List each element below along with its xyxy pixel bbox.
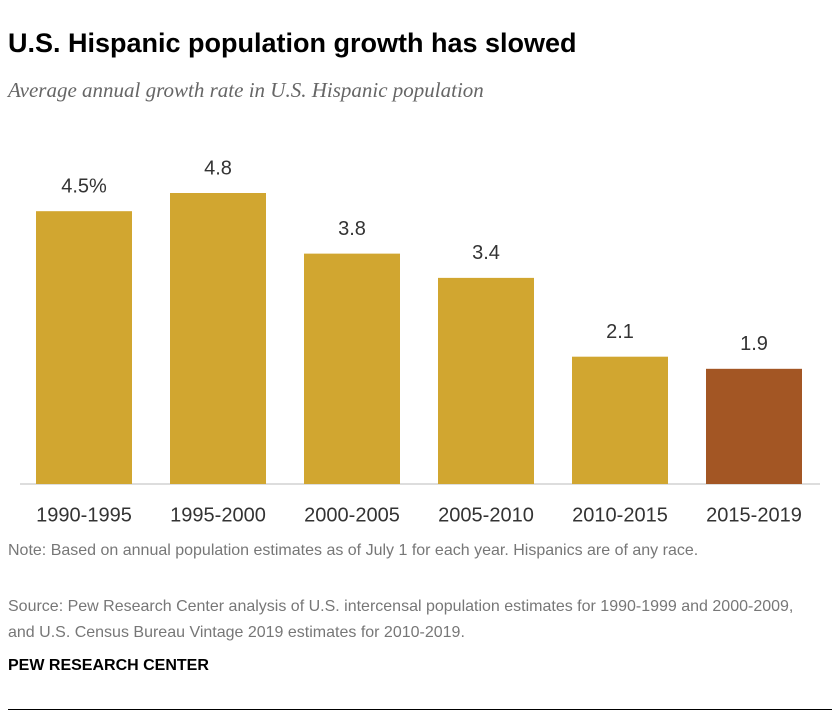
bar [170,193,266,484]
value-label: 2.1 [606,321,634,343]
chart-title: U.S. Hispanic population growth has slow… [8,28,577,58]
x-tick-label: 1990-1995 [36,504,132,526]
bar [438,277,534,484]
source: Source: Pew Research Center analysis of … [8,598,794,641]
x-tick-label: 2005-2010 [438,504,534,526]
value-label: 1.9 [740,333,768,355]
x-tick-label: 1995-2000 [170,504,266,526]
value-label: 4.8 [204,157,232,179]
brand: PEW RESEARCH CENTER [8,657,209,674]
value-label: 4.5% [61,175,107,197]
bar [304,253,400,484]
x-tick-label: 2015-2019 [706,504,802,526]
chart: 1990-1995 4.5% 1995-2000 4.8 2000-2005 3.8 200… [20,157,820,526]
value-label: 3.4 [472,242,500,264]
x-tick-label: 2000-2005 [304,504,400,526]
note: Note: Based on annual population estimat… [8,542,699,559]
bar [36,211,132,484]
value-label: 3.8 [338,218,366,240]
chart-subtitle: Average annual growth rate in U.S. Hispa… [8,78,484,102]
bottom-rule [8,709,832,710]
x-tick-label: 2010-2015 [572,504,668,526]
bar [572,356,668,484]
bar [706,368,802,484]
